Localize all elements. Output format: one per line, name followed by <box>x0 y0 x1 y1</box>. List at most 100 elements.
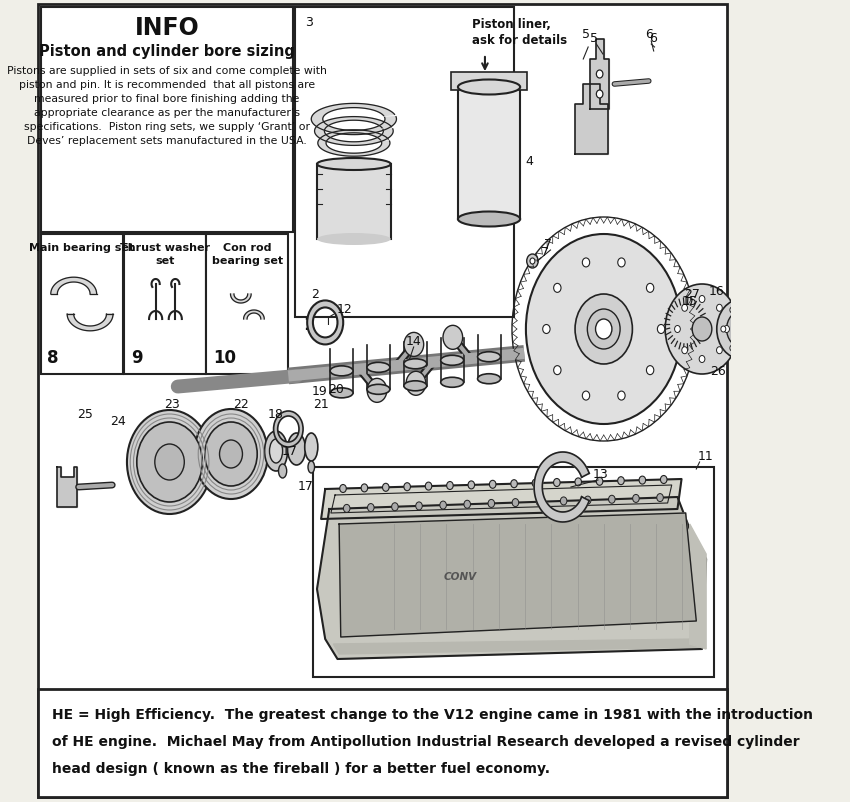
Circle shape <box>343 504 350 512</box>
Text: 16: 16 <box>709 285 724 298</box>
Circle shape <box>618 391 625 400</box>
Polygon shape <box>244 310 264 320</box>
Ellipse shape <box>404 381 427 391</box>
Circle shape <box>692 318 711 342</box>
Circle shape <box>723 326 729 333</box>
Text: 17: 17 <box>282 444 297 457</box>
Text: set: set <box>156 256 175 265</box>
Text: 3: 3 <box>304 16 313 29</box>
Circle shape <box>404 333 423 357</box>
Circle shape <box>582 391 590 400</box>
Text: Piston and cylinder bore sizing: Piston and cylinder bore sizing <box>39 44 295 59</box>
Text: specifications.  Piston ring sets, we supply ‘Grant’ or: specifications. Piston ring sets, we sup… <box>24 122 310 132</box>
Circle shape <box>406 372 426 396</box>
Circle shape <box>382 484 389 492</box>
Polygon shape <box>318 131 390 157</box>
Circle shape <box>513 499 518 507</box>
Text: bearing set: bearing set <box>212 256 283 265</box>
Bar <box>295 8 514 318</box>
Text: Piston liner,: Piston liner, <box>472 18 551 31</box>
Text: 5: 5 <box>590 32 598 45</box>
Ellipse shape <box>264 431 287 472</box>
Text: piston and pin. It is recommended  that all pistons are: piston and pin. It is recommended that a… <box>19 80 315 90</box>
Circle shape <box>490 480 496 488</box>
Circle shape <box>443 326 462 350</box>
Ellipse shape <box>440 378 463 388</box>
Ellipse shape <box>458 80 520 95</box>
Text: 24: 24 <box>110 415 127 427</box>
Bar <box>41 8 293 233</box>
Polygon shape <box>311 104 396 136</box>
Text: 10: 10 <box>213 349 236 367</box>
Circle shape <box>618 477 624 485</box>
Circle shape <box>582 258 590 268</box>
Circle shape <box>597 478 603 486</box>
Polygon shape <box>67 314 113 331</box>
Text: 1: 1 <box>303 316 314 334</box>
Text: 25: 25 <box>77 407 93 420</box>
Text: head design ( known as the fireball ) for a better fuel economy.: head design ( known as the fireball ) fo… <box>53 761 551 775</box>
Circle shape <box>542 325 550 334</box>
Circle shape <box>596 320 612 339</box>
Text: 2: 2 <box>311 288 319 301</box>
Text: 8: 8 <box>48 349 59 367</box>
Circle shape <box>553 479 560 487</box>
Circle shape <box>730 346 734 351</box>
Ellipse shape <box>478 352 501 363</box>
Text: Con rod: Con rod <box>224 243 272 253</box>
Circle shape <box>618 258 625 268</box>
Ellipse shape <box>317 159 391 171</box>
Circle shape <box>682 305 688 312</box>
Ellipse shape <box>404 359 427 370</box>
Text: 6: 6 <box>644 28 653 41</box>
Text: 6: 6 <box>649 32 657 45</box>
Circle shape <box>682 347 688 354</box>
Circle shape <box>446 482 453 490</box>
Polygon shape <box>51 277 97 294</box>
Circle shape <box>730 307 734 314</box>
Circle shape <box>657 325 665 334</box>
Circle shape <box>527 255 538 269</box>
Ellipse shape <box>367 363 390 373</box>
Circle shape <box>657 494 663 502</box>
Circle shape <box>756 326 762 333</box>
Text: 19: 19 <box>311 384 327 398</box>
Circle shape <box>511 480 518 488</box>
Circle shape <box>416 502 422 510</box>
Text: appropriate clearance as per the manufacturer’s: appropriate clearance as per the manufac… <box>34 107 300 118</box>
Polygon shape <box>230 294 251 304</box>
Text: 14: 14 <box>405 334 422 347</box>
Text: 17: 17 <box>298 480 314 492</box>
Circle shape <box>597 71 603 79</box>
Circle shape <box>647 284 654 293</box>
Circle shape <box>639 476 646 484</box>
Circle shape <box>748 307 753 314</box>
Bar <box>41 235 123 375</box>
Ellipse shape <box>317 233 391 245</box>
Circle shape <box>575 294 632 365</box>
Text: 5: 5 <box>581 28 590 41</box>
Circle shape <box>585 496 591 504</box>
Text: Deves’ replacement sets manufactured in the USA.: Deves’ replacement sets manufactured in … <box>27 136 307 146</box>
Circle shape <box>717 347 722 354</box>
Circle shape <box>609 496 615 504</box>
Circle shape <box>526 235 682 424</box>
Polygon shape <box>57 468 77 508</box>
Circle shape <box>439 501 446 509</box>
Text: HE = High Efficiency.  The greatest change to the V12 engine came in 1981 with t: HE = High Efficiency. The greatest chang… <box>53 707 813 721</box>
Polygon shape <box>534 452 589 522</box>
Text: Thrust washer: Thrust washer <box>121 243 211 253</box>
Circle shape <box>553 284 561 293</box>
Polygon shape <box>314 117 394 146</box>
Ellipse shape <box>458 213 520 227</box>
Bar <box>317 164 391 240</box>
Circle shape <box>536 498 543 506</box>
Text: 18: 18 <box>268 407 284 420</box>
Circle shape <box>367 504 374 512</box>
Circle shape <box>404 483 411 491</box>
Text: ask for details: ask for details <box>472 34 567 47</box>
Circle shape <box>660 476 667 484</box>
Text: 4: 4 <box>525 155 533 168</box>
Circle shape <box>425 483 432 491</box>
Text: INFO: INFO <box>134 16 200 40</box>
